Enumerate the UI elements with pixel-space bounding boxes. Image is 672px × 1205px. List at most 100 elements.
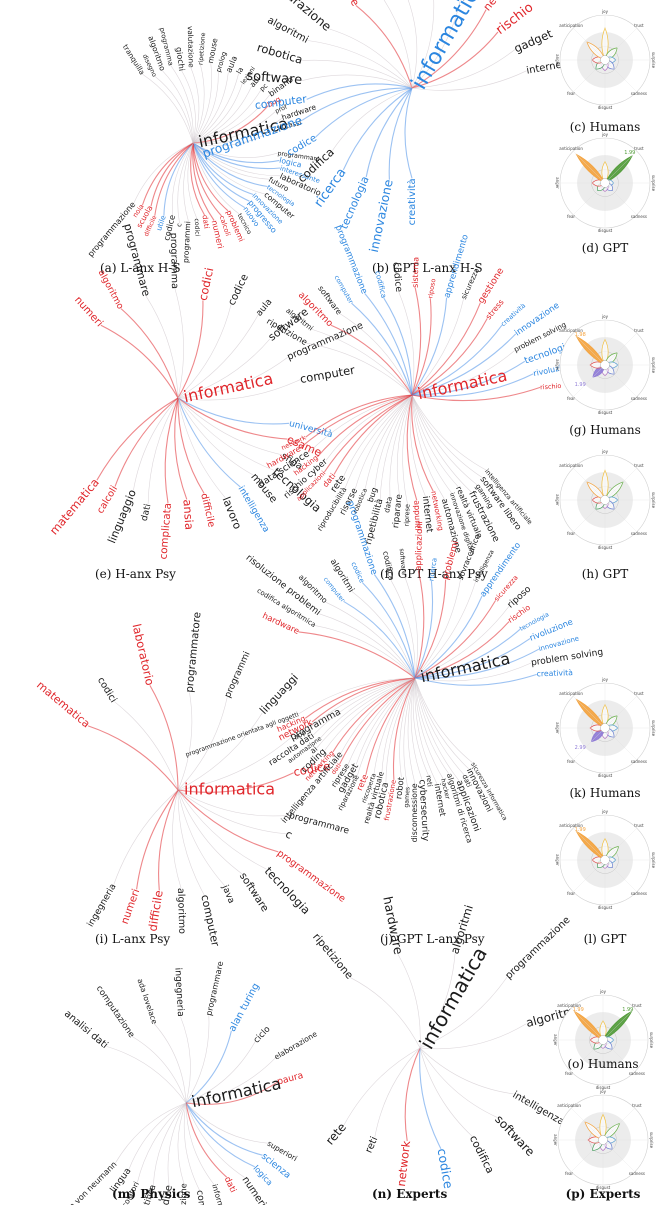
panel-caption: (f) GPT H-anx Psy bbox=[380, 567, 488, 581]
word-label: data bbox=[382, 496, 394, 514]
edge-j-38 bbox=[373, 574, 416, 679]
center-dot bbox=[600, 360, 610, 370]
edge-j-51 bbox=[414, 638, 531, 679]
spoke bbox=[571, 1139, 604, 1172]
edge-e-16 bbox=[145, 296, 179, 399]
edge-j-48 bbox=[414, 606, 510, 679]
edge-e-14 bbox=[100, 324, 179, 399]
edge-j-18 bbox=[356, 677, 416, 765]
word-label: codici bbox=[196, 266, 217, 302]
edge-f-2 bbox=[411, 394, 478, 486]
edge-m-9 bbox=[153, 1102, 187, 1185]
word-label: difficile bbox=[198, 492, 217, 528]
word-label: elaborazione bbox=[273, 1029, 319, 1062]
edge-a-19 bbox=[163, 142, 194, 216]
edge-j-41 bbox=[414, 570, 425, 679]
center-dot bbox=[600, 178, 610, 188]
word-label: ansia bbox=[180, 499, 196, 531]
panel-m: superioriscienzalogicanumeridatiinformaz… bbox=[57, 960, 319, 1205]
word-label: programmi bbox=[223, 650, 253, 699]
edge-j-47 bbox=[414, 600, 497, 679]
emotion-label: surprise bbox=[649, 1132, 654, 1149]
word-label: programmi bbox=[181, 221, 192, 263]
zscore-label: 1.99 bbox=[624, 150, 635, 156]
emotion-label: anticipation bbox=[559, 23, 583, 28]
edge-f-1 bbox=[411, 394, 483, 478]
emotion-panel-p: joy trust surprise sadness disgust fear anger a… bbox=[553, 1089, 654, 1201]
spoke bbox=[573, 468, 606, 501]
edge-b-2 bbox=[365, 87, 413, 178]
edge-i-16 bbox=[177, 712, 263, 791]
word-label: computer bbox=[299, 363, 356, 386]
emotion-label: sadness bbox=[631, 91, 647, 96]
edge-f-30 bbox=[351, 302, 413, 396]
edge-a-32 bbox=[192, 72, 219, 144]
emotion-label: joy bbox=[599, 1089, 607, 1094]
edge-f-35 bbox=[411, 298, 432, 396]
emotion-label: anger bbox=[553, 1034, 558, 1046]
edge-j-19 bbox=[347, 677, 416, 765]
edge-j-53 bbox=[414, 662, 532, 682]
emotion-label: anger bbox=[553, 1134, 558, 1146]
word-label: riprese bbox=[403, 504, 412, 527]
word-label: hacker bbox=[439, 778, 451, 800]
edge-a-33 bbox=[192, 72, 229, 144]
edge-j-26 bbox=[313, 677, 416, 736]
center-dot bbox=[600, 495, 610, 505]
word-label: reti bbox=[364, 1135, 381, 1155]
emotion-caption: (l) GPT bbox=[584, 932, 627, 946]
edge-f-4 bbox=[411, 394, 459, 487]
word-label: innovazione bbox=[367, 178, 396, 253]
edge-m-20 bbox=[185, 1057, 276, 1104]
emotion-label: anger bbox=[555, 54, 560, 66]
word-label: codici bbox=[193, 218, 201, 237]
edge-e-10 bbox=[147, 397, 179, 505]
word-label: java bbox=[219, 883, 236, 905]
spoke bbox=[604, 828, 637, 861]
word-label: cybersecurity bbox=[417, 779, 431, 842]
edge-e-11 bbox=[133, 397, 179, 491]
word-label: c bbox=[175, 222, 183, 227]
word-label: software bbox=[492, 1112, 537, 1159]
panel-caption: (i) L-anx Psy bbox=[95, 932, 170, 946]
edge-m-18 bbox=[185, 1030, 232, 1104]
edge-m-1 bbox=[185, 1102, 263, 1156]
edge-i-17 bbox=[177, 737, 291, 791]
emotion-label: trust bbox=[632, 1003, 642, 1008]
word-label: dati bbox=[222, 1175, 238, 1194]
edge-f-29 bbox=[339, 313, 413, 396]
word-label: codifica bbox=[467, 1134, 496, 1176]
edge-m-3 bbox=[185, 1102, 245, 1178]
spoke bbox=[573, 333, 606, 366]
edge-a-24 bbox=[142, 74, 194, 144]
edge-f-38 bbox=[411, 302, 481, 396]
edge-j-12 bbox=[392, 677, 416, 780]
edge-n-5 bbox=[374, 1047, 421, 1138]
edge-j-32 bbox=[315, 625, 416, 679]
edge-i-6 bbox=[177, 789, 205, 896]
edge-a-31 bbox=[192, 63, 212, 144]
word-label: reti bbox=[424, 775, 433, 787]
edge-e-0 bbox=[177, 397, 290, 425]
edge-f-31 bbox=[364, 293, 413, 396]
edge-e-21 bbox=[177, 338, 271, 399]
edge-m-15 bbox=[154, 1023, 187, 1104]
edge-e-22 bbox=[177, 357, 288, 399]
word-label: programmatore bbox=[184, 611, 204, 693]
emotion-caption: (o) Humans bbox=[567, 1057, 638, 1071]
emotion-panel-k: joy trust surprise sadness disgust fear anger a… bbox=[555, 677, 656, 800]
emotion-label: anger bbox=[555, 854, 560, 866]
edge-a-16 bbox=[183, 142, 194, 222]
emotion-panel-h: joy trust surprise sadness disgust fear anger a… bbox=[555, 449, 656, 581]
edge-b-20 bbox=[411, 70, 527, 91]
word-label: ricerca bbox=[427, 557, 438, 581]
edge-b-19 bbox=[411, 49, 515, 89]
emotion-label: trust bbox=[634, 146, 644, 151]
edge-m-10 bbox=[137, 1102, 187, 1183]
edge-n-9 bbox=[419, 953, 456, 1049]
edge-e-20 bbox=[177, 314, 259, 399]
emotion-label: surprise bbox=[651, 52, 656, 69]
spoke bbox=[604, 333, 637, 366]
emotion-caption: (h) GPT bbox=[582, 567, 629, 581]
